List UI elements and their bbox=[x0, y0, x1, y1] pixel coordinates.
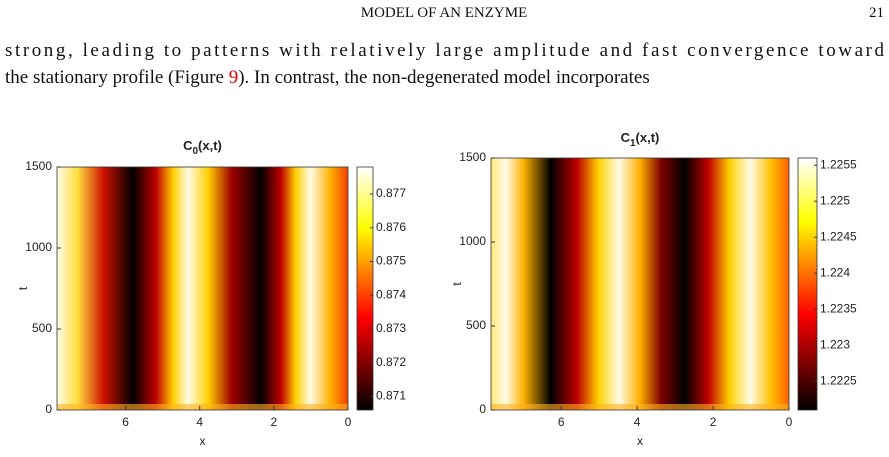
y-tick-label: 500 bbox=[32, 321, 52, 335]
x-tick-label: 6 bbox=[558, 415, 565, 429]
colorbar-tick-label: 0.876 bbox=[376, 220, 406, 234]
axes-box bbox=[490, 157, 790, 411]
initial-band bbox=[491, 404, 789, 410]
title-main: C bbox=[621, 130, 631, 145]
colorbar-tick-label: 1.223 bbox=[820, 337, 850, 351]
body-text: the stationary profile (Figure bbox=[5, 67, 229, 88]
colorbar-tick-label: 1.225 bbox=[820, 193, 850, 207]
x-tick-label: 2 bbox=[710, 415, 717, 429]
colorbar-tick-label: 1.2225 bbox=[820, 373, 857, 387]
running-head: MODEL OF AN ENZYME bbox=[361, 5, 528, 21]
y-axis-label: t bbox=[16, 286, 30, 290]
body-line: strong, leading to patterns with relativ… bbox=[5, 40, 885, 61]
colorbar-tick-label: 1.224 bbox=[820, 265, 850, 279]
colorbar-tick-label: 0.872 bbox=[376, 355, 406, 369]
colorbar-tick-label: 1.2235 bbox=[820, 301, 857, 315]
x-tick-label: 0 bbox=[786, 415, 793, 429]
x-axis-label: x bbox=[637, 434, 643, 448]
colorbar-tick-label: 0.871 bbox=[376, 389, 406, 403]
body-line: the stationary profile (Figure 9). In co… bbox=[5, 67, 650, 88]
title-main: C bbox=[183, 138, 193, 153]
x-tick-label: 0 bbox=[345, 415, 352, 429]
y-tick-label: 1500 bbox=[25, 159, 52, 173]
page-number: 21 bbox=[869, 5, 884, 21]
y-tick-label: 500 bbox=[466, 318, 486, 332]
colorbar-tick-label: 0.873 bbox=[376, 321, 406, 335]
x-axis-label: x bbox=[200, 434, 206, 448]
title-subscript: 1 bbox=[630, 138, 636, 149]
body-text: ). In contrast, the non-degenerated mode… bbox=[238, 67, 650, 88]
colorbar-tick-label: 0.874 bbox=[376, 287, 406, 301]
heatmap bbox=[57, 167, 348, 410]
x-tick-label: 6 bbox=[122, 415, 129, 429]
colorbar-tick-label: 0.875 bbox=[376, 254, 406, 268]
plot-title: C0(x,t) bbox=[183, 138, 222, 157]
colorbar bbox=[356, 166, 374, 411]
title-rest: (x,t) bbox=[636, 130, 660, 145]
colorbar-tick-label: 1.2255 bbox=[820, 157, 857, 171]
y-tick-label: 1500 bbox=[459, 150, 486, 164]
y-tick-label: 1000 bbox=[459, 234, 486, 248]
figure-link[interactable]: 9 bbox=[229, 67, 239, 88]
y-tick-label: 1000 bbox=[25, 240, 52, 254]
x-tick-label: 2 bbox=[271, 415, 278, 429]
title-rest: (x,t) bbox=[198, 138, 222, 153]
x-tick-label: 4 bbox=[634, 415, 641, 429]
x-tick-label: 4 bbox=[196, 415, 203, 429]
axes-box bbox=[56, 166, 349, 411]
y-axis-label: t bbox=[450, 282, 464, 286]
y-tick-label: 0 bbox=[479, 402, 486, 416]
plot-title: C1(x,t) bbox=[621, 130, 660, 149]
colorbar bbox=[797, 157, 818, 411]
initial-band bbox=[57, 404, 348, 410]
heatmap bbox=[491, 158, 789, 410]
y-tick-label: 0 bbox=[45, 402, 52, 416]
colorbar-tick-label: 0.877 bbox=[376, 186, 406, 200]
colorbar-tick-label: 1.2245 bbox=[820, 229, 857, 243]
title-subscript: 0 bbox=[192, 146, 198, 157]
